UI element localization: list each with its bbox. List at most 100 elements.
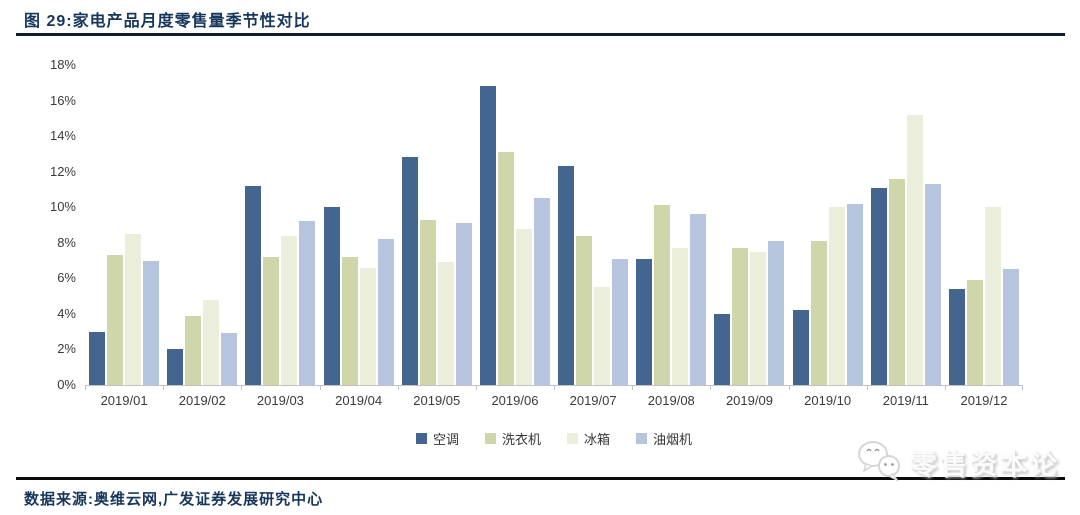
bar-group (320, 65, 398, 385)
brand-watermark: 零售资本论 (856, 438, 1060, 487)
axis-tick-mark (632, 386, 633, 390)
bar-冰箱 (515, 228, 532, 385)
bar-洗衣机 (732, 248, 749, 385)
bar-洗衣机 (497, 152, 514, 385)
axis-tick-mark (710, 386, 711, 390)
bar-油烟机 (768, 241, 785, 385)
y-tick-label: 16% (49, 92, 76, 108)
legend-item-洗衣机: 洗衣机 (484, 429, 541, 448)
axis-tick-mark (789, 386, 790, 390)
bar-group (398, 65, 476, 385)
bar-冰箱 (672, 248, 689, 385)
bar-冰箱 (984, 207, 1001, 385)
x-tick-label: 2019/01 (100, 393, 148, 408)
y-tick-label: 4% (57, 305, 76, 321)
x-tick-label: 2019/04 (335, 393, 383, 408)
data-source-note: 数据来源:奥维云网,广发证券发展研究中心 (24, 491, 324, 508)
y-tick-label: 6% (57, 270, 76, 286)
chart-legend: 空调 洗衣机 冰箱 油烟机 (85, 429, 1023, 448)
bar-group (945, 65, 1023, 385)
x-tick-label: 2019/12 (960, 393, 1008, 408)
legend-swatch (484, 433, 496, 444)
legend-item-冰箱: 冰箱 (567, 429, 610, 448)
axis-tick-mark (945, 386, 946, 390)
bar-油烟机 (143, 260, 160, 385)
axis-tick-mark (163, 386, 164, 390)
bar-冰箱 (906, 114, 923, 385)
x-tick-label: 2019/06 (491, 393, 539, 408)
x-tick-label: 2019/11 (882, 393, 929, 408)
bar-洗衣机 (419, 219, 436, 385)
y-tick-label: 2% (57, 341, 76, 357)
bar-group (710, 65, 788, 385)
bar-group (867, 65, 945, 385)
bar-洗衣机 (654, 205, 671, 385)
axis-tick-mark (867, 386, 868, 390)
legend-item-空调: 空调 (415, 429, 459, 448)
x-tick-label: 2019/10 (804, 393, 852, 408)
axis-tick-mark (85, 386, 86, 390)
bar-冰箱 (281, 235, 298, 385)
axis-tick-mark (320, 386, 321, 390)
bar-冰箱 (125, 233, 142, 385)
y-tick-label: 10% (49, 199, 76, 215)
bar-group (163, 65, 241, 385)
legend-swatch (636, 433, 648, 444)
x-tick-label: 2019/08 (647, 393, 695, 408)
y-tick-label: 14% (49, 128, 76, 144)
y-tick-label: 18% (49, 57, 76, 72)
bar-空调 (792, 310, 809, 385)
bar-洗衣机 (966, 280, 983, 385)
bar-油烟机 (612, 258, 629, 385)
bar-油烟机 (690, 214, 707, 385)
bar-group (632, 65, 710, 385)
bar-油烟机 (533, 198, 550, 385)
bar-空调 (323, 207, 340, 385)
bar-油烟机 (377, 239, 394, 385)
bar-group (554, 65, 632, 385)
legend-label: 油烟机 (653, 432, 693, 447)
plot-area (85, 65, 1023, 386)
x-tick-label: 2019/05 (413, 393, 461, 408)
x-axis-labels: 2019/01 2019/02 2019/03 2019/04 2019/05 2019/… (85, 393, 1023, 408)
legend-item-油烟机: 油烟机 (636, 429, 692, 448)
bar-空调 (89, 331, 106, 385)
axis-tick-mark (476, 386, 477, 390)
legend-label: 冰箱 (584, 432, 611, 447)
bar-空调 (636, 258, 653, 385)
bar-空调 (714, 313, 731, 385)
bar-洗衣机 (107, 255, 124, 385)
legend-swatch (567, 433, 578, 444)
figure-title: 图 29:家电产品月度零售量季节性对比 (24, 13, 311, 30)
bar-油烟机 (846, 203, 863, 385)
watermark-text: 零售资本论 (910, 450, 1060, 480)
y-tick-label: 12% (49, 163, 76, 179)
bar-空调 (558, 166, 575, 385)
bar-洗衣机 (888, 178, 905, 385)
bar-group (85, 65, 163, 385)
bar-空调 (870, 187, 887, 385)
bar-group (476, 65, 554, 385)
bar-冰箱 (203, 299, 220, 385)
bar-冰箱 (750, 251, 767, 385)
footer-divider (16, 477, 1065, 480)
x-tick-label: 2019/03 (256, 393, 304, 408)
legend-swatch (415, 433, 427, 444)
legend-label: 洗衣机 (501, 432, 541, 447)
axis-tick-mark (554, 386, 555, 390)
bar-油烟机 (1002, 269, 1019, 385)
bar-洗衣机 (263, 257, 280, 385)
x-tick-label: 2019/07 (569, 393, 617, 408)
wechat-icon (856, 438, 902, 487)
bar-冰箱 (359, 267, 376, 385)
axis-tick-mark (1022, 386, 1023, 390)
bar-油烟机 (455, 223, 472, 385)
axis-tick-mark (241, 386, 242, 390)
title-divider (16, 33, 1065, 36)
bar-冰箱 (437, 262, 454, 385)
y-tick-label: 8% (57, 234, 76, 250)
axis-tick-mark (398, 386, 399, 390)
bar-洗衣机 (341, 257, 358, 385)
x-tick-label: 2019/02 (178, 393, 226, 408)
